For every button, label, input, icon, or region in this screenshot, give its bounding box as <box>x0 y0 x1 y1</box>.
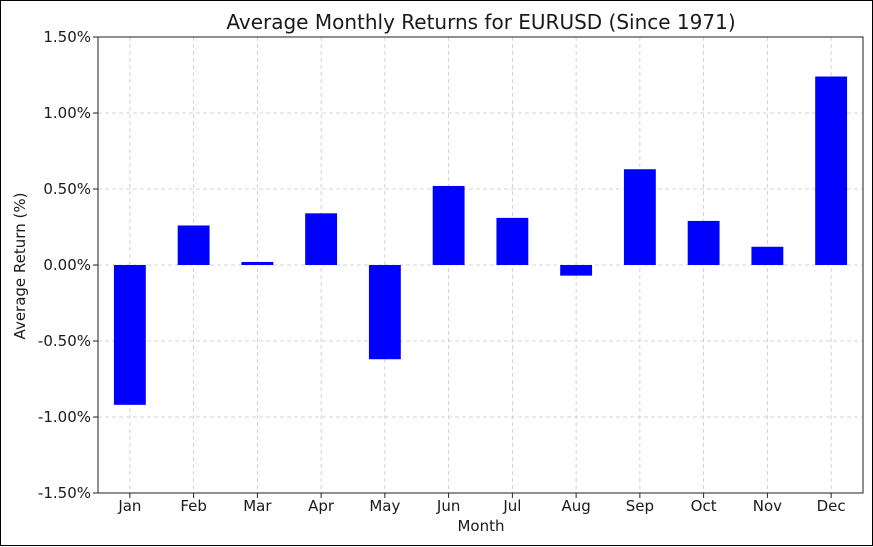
y-tick-label: 1.50% <box>43 28 91 46</box>
grid-lines <box>98 36 863 494</box>
bar-feb <box>177 225 210 265</box>
bars <box>113 76 848 405</box>
bar-nov <box>751 246 784 265</box>
x-tick-label: Aug <box>561 497 590 515</box>
bar-jan <box>113 265 146 405</box>
x-tick-label: Jan <box>117 497 141 515</box>
x-tick-label: Sep <box>626 497 654 515</box>
bar-jul <box>496 217 529 265</box>
x-tick-label: Apr <box>308 497 335 515</box>
x-tick-label: Dec <box>817 497 846 515</box>
bar-oct <box>687 220 720 265</box>
x-tick-label: Nov <box>753 497 782 515</box>
bar-jun <box>432 185 465 265</box>
bar-apr <box>305 213 338 265</box>
y-tick-label: -1.00% <box>38 408 91 426</box>
y-tick-label: 1.00% <box>43 104 91 122</box>
bar-sep <box>623 169 656 265</box>
y-tick-label: -1.50% <box>38 484 91 502</box>
plot-area-border <box>97 36 864 494</box>
x-tick-label: Oct <box>691 497 717 515</box>
x-tick-label: Feb <box>180 497 207 515</box>
x-tick-label: Jul <box>502 497 521 515</box>
axes: 1.50% 1.00% 0.50% 0.00% -0.50% -1.00% -1.50% Ja… <box>38 28 864 515</box>
x-tick-label: Mar <box>243 497 272 515</box>
bar-dec <box>815 76 848 266</box>
chart-title: Average Monthly Returns for EURUSD (Sinc… <box>226 10 735 34</box>
y-tick-label: 0.00% <box>43 256 91 274</box>
bar-may <box>368 265 401 360</box>
y-tick-label: -0.50% <box>38 332 91 350</box>
bar-mar <box>241 261 274 265</box>
x-tick-label: Jun <box>436 497 460 515</box>
x-axis-label: Month <box>457 517 504 535</box>
y-tick-label: 0.50% <box>43 180 91 198</box>
bar-aug <box>560 265 593 276</box>
x-tick-label: May <box>369 497 400 515</box>
y-axis-label: Average Return (%) <box>11 193 29 340</box>
